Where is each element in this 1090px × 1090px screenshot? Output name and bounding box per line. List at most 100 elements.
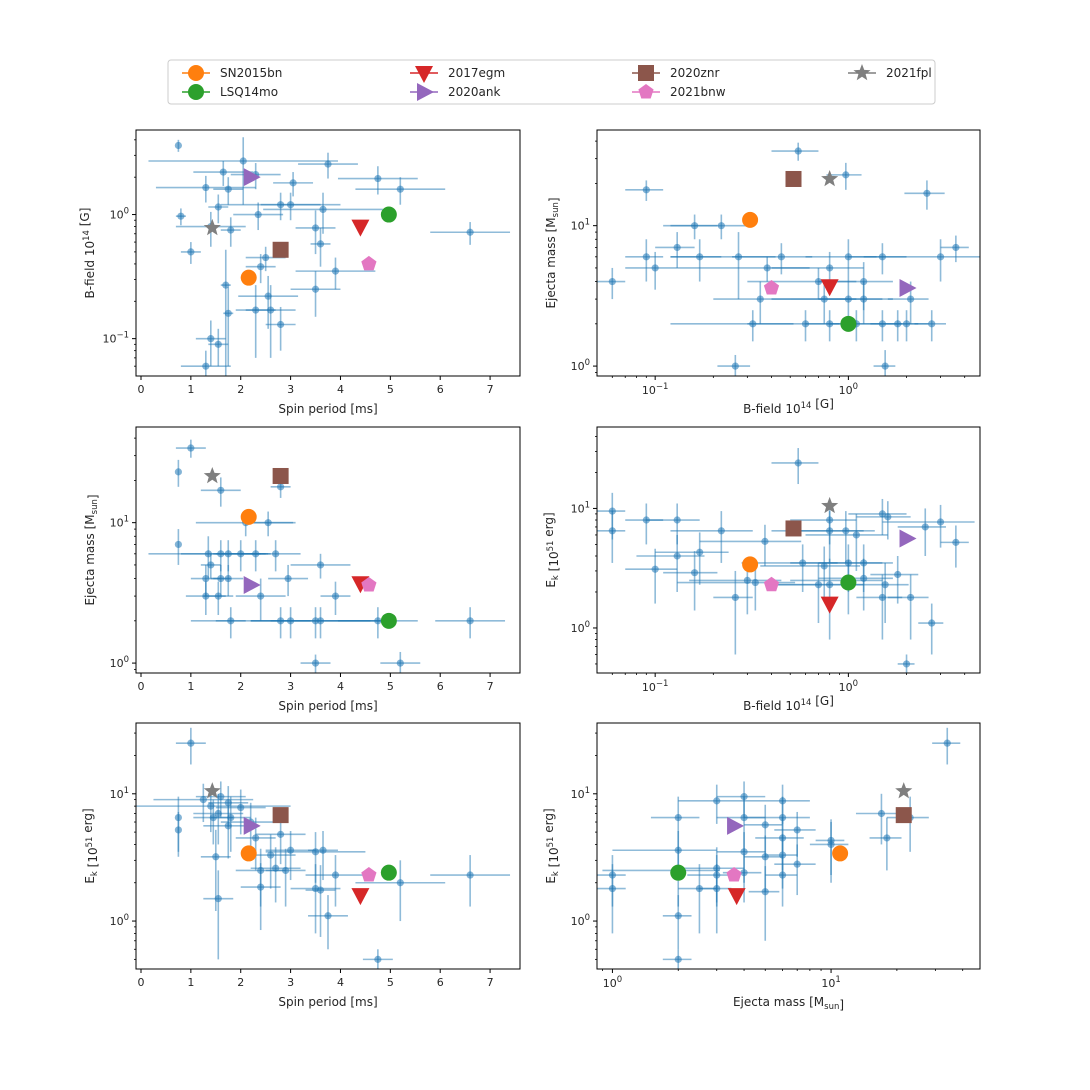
population-point [320,581,351,616]
y-tick-label: 101 [571,500,590,515]
population-point [826,162,862,190]
population-point [220,249,231,376]
marker-2021bnw [763,279,780,295]
population-point [650,796,700,852]
plot-area-p6 [597,727,961,969]
marker-SN2015bn [832,845,849,862]
marker-2017egm [820,596,839,614]
population-marker [331,871,340,879]
x-tick-label: 101 [821,975,840,990]
population-point [195,781,246,818]
population-marker [311,848,320,856]
marker-LSQ14mo-legend [188,84,204,100]
legend-item-LSQ14mo: LSQ14mo [182,84,278,100]
marker-LSQ14mo [840,315,857,332]
population-marker [187,444,195,452]
marker-SN2015bn [742,556,759,573]
y-tick-label: 101 [110,515,129,530]
population-point [869,817,902,871]
x-tick-label: 6 [437,976,444,989]
marker-2020ank [243,816,261,835]
population-marker [943,739,951,747]
population-marker [902,660,911,668]
population-point [597,511,626,563]
marker-SN2015bn [240,508,257,525]
legend-item-2021fpl: 2021fpl [848,64,932,81]
population-point [699,864,732,934]
population-point [175,439,206,458]
x-tick-label: 7 [487,976,494,989]
population-marker [257,883,265,891]
population-marker [928,320,936,328]
legend-label: 2021fpl [886,66,932,80]
population-point [213,177,244,205]
population-marker [257,263,265,271]
y-axis-label-p2: Ejecta mass [Msun] [544,197,561,308]
population-marker [608,527,616,535]
population-marker [820,562,828,570]
marker-SN2015bn [742,211,759,228]
marker-2017egm [351,219,370,237]
population-marker [264,519,272,527]
population-marker [761,853,769,861]
marker-2021bnw [763,576,780,592]
population-point [765,834,798,889]
population-point [362,949,393,969]
population-marker [316,886,325,894]
y-axis-label-p5: Ek [1051 erg] [81,808,100,883]
population-marker [374,955,382,963]
population-point [904,180,945,210]
population-point [153,783,254,823]
population-point [805,513,888,571]
x-tick-label: 5 [387,680,394,693]
y-tick-label: 101 [110,786,129,801]
population-marker [466,228,474,236]
population-point [355,860,446,922]
population-point [265,306,296,351]
population-marker [282,866,290,875]
population-point [148,137,338,205]
population-marker [217,486,225,494]
population-marker [239,157,247,165]
population-marker [219,168,227,176]
x-tick-label: 100 [603,975,622,990]
marker-SN2015bn-legend [188,65,204,81]
population-point [255,815,306,865]
population-point [245,246,286,272]
marker-2020ank [899,529,917,548]
population-point [748,866,780,941]
marker-2021bnw [361,867,377,882]
x-axis-label-p4: B-field 1014 [G] [743,694,834,713]
population-marker [936,253,945,261]
x-ticks-p6: 100 101 [602,969,964,990]
y-axis-label-p4: Ek [1051 erg] [542,512,561,587]
population-marker [267,306,275,314]
marker-2021fpl [895,782,913,799]
population-marker [921,523,929,531]
legend-label: LSQ14mo [220,85,278,99]
population-point [220,217,241,247]
population-marker [289,179,297,187]
population-point [208,328,229,367]
population-marker [878,593,886,602]
population-point [662,949,692,969]
population-marker [324,160,332,168]
population-marker [214,592,222,600]
population-point [625,548,678,604]
population-marker [651,565,659,573]
population-point [873,350,896,376]
population-marker [842,171,850,179]
subplot-p4: 10−1 100 100 101 B-field 1014 [G] Ek [1051 er… [542,426,981,713]
population-marker [237,550,245,558]
population-marker [673,552,681,560]
population-marker [763,264,771,272]
legend-item-2020znr: 2020znr [632,65,719,81]
legend-item-2021bnw: 2021bnw [632,84,726,99]
population-marker [174,141,182,150]
population-marker [214,203,222,211]
population-marker [740,869,748,877]
population-point [298,152,358,179]
population-point [430,855,511,907]
x-tick-label: 1 [187,383,194,396]
